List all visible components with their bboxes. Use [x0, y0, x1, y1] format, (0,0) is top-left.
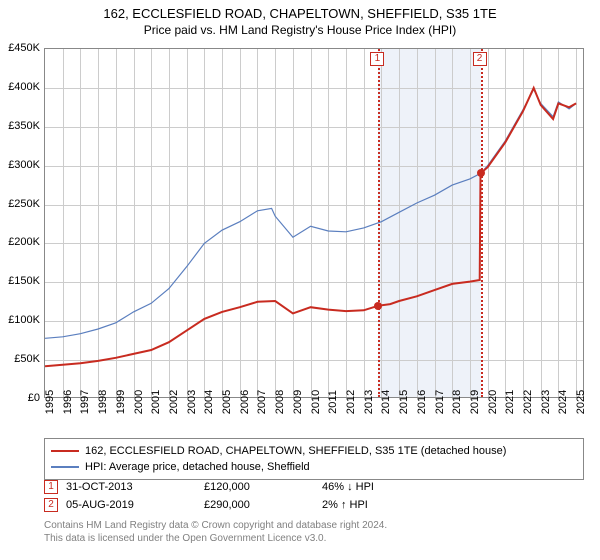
x-axis-label: 2018: [451, 390, 463, 414]
sale-marker-line: [378, 49, 380, 397]
chart-title: 162, ECCLESFIELD ROAD, CHAPELTOWN, SHEFF…: [0, 0, 600, 21]
chart-subtitle: Price paid vs. HM Land Registry's House …: [0, 21, 600, 41]
footer-line-2: This data is licensed under the Open Gov…: [44, 533, 584, 546]
y-axis-label: £400K: [0, 81, 40, 93]
x-axis-label: 2020: [487, 390, 499, 414]
x-axis-label: 2004: [203, 390, 215, 414]
x-axis-label: 2019: [469, 390, 481, 414]
x-axis-label: 2014: [380, 390, 392, 414]
x-axis-label: 1995: [44, 390, 56, 414]
sale-marker-badge: 2: [473, 52, 487, 66]
sale-marker-line: [481, 49, 483, 397]
legend-swatch: [51, 450, 79, 452]
x-axis-label: 2017: [434, 390, 446, 414]
x-axis-label: 2021: [504, 390, 516, 414]
x-axis-label: 2000: [133, 390, 145, 414]
x-axis-label: 2024: [557, 390, 569, 414]
y-axis-label: £150K: [0, 275, 40, 287]
footer-attribution: Contains HM Land Registry data © Crown c…: [44, 520, 584, 545]
series-line-property: [45, 88, 576, 366]
x-axis-label: 1996: [62, 390, 74, 414]
x-axis-label: 2012: [345, 390, 357, 414]
legend-label: 162, ECCLESFIELD ROAD, CHAPELTOWN, SHEFF…: [85, 445, 506, 457]
y-axis-label: £300K: [0, 159, 40, 171]
sale-date: 05-AUG-2019: [66, 499, 196, 511]
sales-table: 1 31-OCT-2013 £120,000 46% ↓ HPI 2 05-AUG-201…: [44, 478, 584, 514]
x-axis-label: 1998: [97, 390, 109, 414]
y-axis-label: £200K: [0, 236, 40, 248]
x-axis-label: 2025: [575, 390, 587, 414]
sale-price: £290,000: [204, 499, 314, 511]
x-axis-label: 2022: [522, 390, 534, 414]
series-line-hpi: [45, 89, 576, 338]
x-axis-label: 2003: [186, 390, 198, 414]
y-axis-label: £50K: [0, 353, 40, 365]
table-row: 1 31-OCT-2013 £120,000 46% ↓ HPI: [44, 478, 584, 496]
sale-marker-dot: [477, 169, 485, 177]
x-axis-label: 2006: [239, 390, 251, 414]
y-axis-label: £250K: [0, 198, 40, 210]
x-axis-label: 2001: [150, 390, 162, 414]
x-axis-label: 2013: [363, 390, 375, 414]
x-axis-label: 2023: [540, 390, 552, 414]
x-axis-label: 2011: [327, 390, 339, 414]
sale-marker-dot: [374, 302, 382, 310]
sale-price: £120,000: [204, 481, 314, 493]
sale-hpi-delta: 2% ↑ HPI: [322, 499, 432, 511]
table-row: 2 05-AUG-2019 £290,000 2% ↑ HPI: [44, 496, 584, 514]
x-axis-label: 2002: [168, 390, 180, 414]
legend-swatch: [51, 466, 79, 467]
x-axis-label: 2016: [416, 390, 428, 414]
legend-item: 162, ECCLESFIELD ROAD, CHAPELTOWN, SHEFF…: [51, 443, 577, 459]
series-svg: [45, 49, 585, 399]
x-axis-label: 2009: [292, 390, 304, 414]
legend-label: HPI: Average price, detached house, Shef…: [85, 461, 310, 473]
y-axis-label: £0: [0, 392, 40, 404]
sale-index-badge: 1: [44, 480, 58, 494]
legend: 162, ECCLESFIELD ROAD, CHAPELTOWN, SHEFF…: [44, 438, 584, 480]
chart-area: 1995199619971998199920002001200220032004…: [44, 48, 584, 398]
x-axis-label: 2005: [221, 390, 233, 414]
sale-hpi-delta: 46% ↓ HPI: [322, 481, 432, 493]
legend-item: HPI: Average price, detached house, Shef…: [51, 459, 577, 475]
sale-marker-badge: 1: [370, 52, 384, 66]
x-axis-label: 1997: [79, 390, 91, 414]
y-axis-label: £450K: [0, 42, 40, 54]
x-axis-label: 2010: [310, 390, 322, 414]
plot-area: [44, 48, 584, 398]
sale-index-badge: 2: [44, 498, 58, 512]
x-axis-label: 2008: [274, 390, 286, 414]
sale-date: 31-OCT-2013: [66, 481, 196, 493]
y-axis-label: £350K: [0, 120, 40, 132]
y-axis-label: £100K: [0, 314, 40, 326]
x-axis-label: 2015: [398, 390, 410, 414]
x-axis-label: 2007: [256, 390, 268, 414]
x-axis-label: 1999: [115, 390, 127, 414]
footer-line-1: Contains HM Land Registry data © Crown c…: [44, 520, 584, 533]
